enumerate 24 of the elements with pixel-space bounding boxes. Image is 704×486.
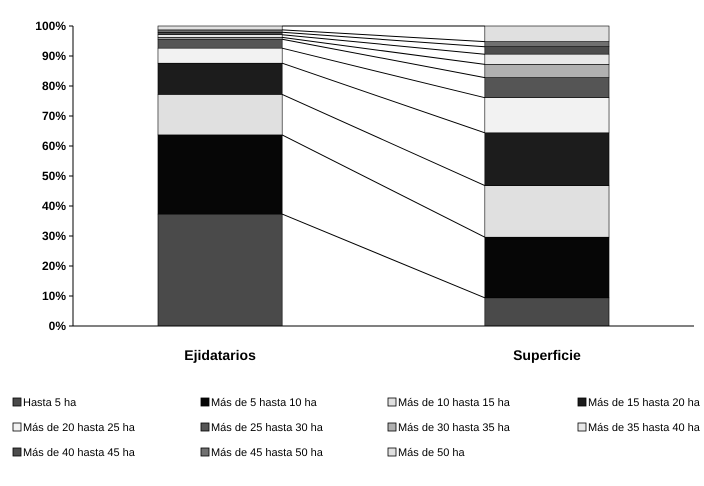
y-tick-label: 0% — [48, 319, 66, 334]
y-tick-label: 90% — [42, 49, 66, 64]
legend-label: Más de 25 hasta 30 ha — [211, 422, 324, 434]
x-tick-label: Ejidatarios — [184, 347, 256, 363]
y-tick-label: 60% — [42, 139, 66, 154]
x-tick-label: Superficie — [513, 347, 581, 363]
y-tick-label: 100% — [35, 19, 66, 34]
legend-label: Más de 30 hasta 35 ha — [398, 422, 511, 434]
legend-label: Más de 40 hasta 45 ha — [23, 447, 136, 459]
y-tick-label: 50% — [42, 169, 66, 184]
y-tick-label: 70% — [42, 109, 66, 124]
legend-label: Más de 45 hasta 50 ha — [211, 447, 324, 459]
legend-label: Más de 5 hasta 10 ha — [211, 397, 318, 409]
legend-label: Más de 15 hasta 20 ha — [588, 397, 701, 409]
y-tick-label: 30% — [42, 229, 66, 244]
legend-label: Más de 35 hasta 40 ha — [588, 422, 701, 434]
y-tick-label: 10% — [42, 289, 66, 304]
legend-label: Más de 20 hasta 25 ha — [23, 422, 136, 434]
legend-label: Más de 50 ha — [398, 447, 466, 459]
y-tick-label: 80% — [42, 79, 66, 94]
y-tick-label: 40% — [42, 199, 66, 214]
y-tick-label: 20% — [42, 259, 66, 274]
legend-label: Hasta 5 ha — [23, 397, 78, 409]
legend-label: Más de 10 hasta 15 ha — [398, 397, 511, 409]
